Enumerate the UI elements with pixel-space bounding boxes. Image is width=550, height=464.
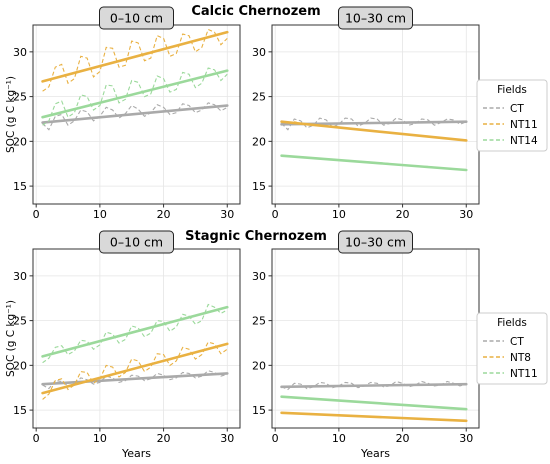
y-tick-label: 30: [13, 270, 27, 283]
legend-box: [476, 79, 548, 152]
x-tick-label: 20: [396, 432, 410, 445]
y-tick-label: 30: [13, 46, 27, 59]
y-tick-label: 20: [13, 135, 27, 148]
x-tick-label: 30: [459, 208, 473, 221]
x-tick-label: 10: [93, 432, 107, 445]
y-tick-label: 20: [252, 135, 266, 148]
panel-label: 0–10 cm: [110, 235, 163, 250]
x-tick-label: 10: [93, 208, 107, 221]
x-axis-label: Years: [360, 447, 390, 460]
series-trend-nt14: [280, 154, 468, 172]
series-trend-ct: [41, 104, 229, 124]
series-trend-ct: [280, 382, 468, 389]
row-title: Stagnic Chernozem: [185, 229, 327, 244]
panel-label-box: [338, 6, 413, 30]
series-trend-nt14: [41, 69, 229, 119]
series-line-ct-data: [281, 117, 467, 131]
y-tick-label: 25: [13, 315, 27, 328]
legend-entry: CT: [510, 336, 524, 348]
x-tick-label: 30: [459, 432, 473, 445]
chart-panel-1: 0 10 20 30 15 20 25 30 0–10 cm SOC (g C kg⁻¹): [5, 6, 241, 221]
y-tick-label: 25: [252, 91, 266, 104]
series-trend-nt11: [280, 120, 468, 142]
x-tick-label: 30: [220, 432, 234, 445]
legend-entry: NT11: [510, 119, 538, 131]
chart-panel-2: 0 10 20 30 15 20 25 30 10–30 cm: [252, 6, 480, 221]
legend-entry: CT: [510, 103, 524, 115]
y-axis-label: SOC (g C kg⁻¹): [5, 300, 17, 377]
x-tick-label: 10: [332, 208, 346, 221]
panel-label: 0–10 cm: [110, 11, 163, 26]
legend-title: Fields: [497, 317, 527, 329]
panel-label-box: [99, 6, 174, 30]
series-line-nt11-data: [42, 303, 228, 364]
x-tick-label: 10: [332, 432, 346, 445]
x-tick-label: 0: [272, 432, 279, 445]
x-tick-label: 20: [157, 208, 171, 221]
y-tick-label: 15: [13, 180, 27, 193]
series-trend-nt8: [280, 411, 468, 423]
series-trend-ct: [41, 372, 229, 386]
x-tick-label: 0: [33, 208, 40, 221]
x-axis-label: Years: [121, 447, 151, 460]
series-trend-nt11: [41, 305, 229, 358]
chart-panel-3: 0 10 20 30 15 20 25 30 0–10 cm SOC (g C kg⁻¹) Year…: [5, 230, 241, 460]
series-trend-nt11: [280, 395, 468, 411]
series-line-ct-data: [42, 102, 228, 131]
legend-box: [476, 312, 548, 385]
x-tick-label: 0: [33, 432, 40, 445]
row-title: Calcic Chernozem: [191, 4, 320, 19]
y-axis-label: SOC (g C kg⁻¹): [5, 76, 17, 153]
y-tick-label: 30: [252, 46, 266, 59]
x-tick-label: 30: [220, 208, 234, 221]
y-tick-label: 20: [252, 359, 266, 372]
panel-label-box: [99, 230, 174, 254]
chart-panel-4: 0 10 20 30 15 20 25 30 10–30 cm Years: [252, 230, 480, 460]
panel-label: 10–30 cm: [345, 235, 406, 250]
y-tick-label: 30: [252, 270, 266, 283]
panel-label-box: [338, 230, 413, 254]
legend-entry: NT8: [510, 352, 531, 364]
y-tick-label: 15: [252, 404, 266, 417]
legend-title: Fields: [497, 84, 527, 96]
series-line-nt14-data: [42, 67, 228, 126]
y-tick-label: 15: [252, 180, 266, 193]
y-tick-label: 15: [13, 404, 27, 417]
series-line-nt11-data: [42, 28, 228, 92]
legend-entry: NT14: [510, 135, 538, 147]
x-tick-label: 20: [396, 208, 410, 221]
series-trend-nt8: [41, 342, 229, 395]
legend: Fields CT NT8 NT11: [476, 312, 548, 385]
x-tick-label: 0: [272, 208, 279, 221]
legend: Fields CT NT11 NT14: [476, 79, 548, 152]
x-tick-label: 20: [157, 432, 171, 445]
panel-label: 10–30 cm: [345, 11, 406, 26]
legend-entry: NT11: [510, 368, 538, 380]
y-tick-label: 25: [13, 91, 27, 104]
series-trend-nt11: [41, 30, 229, 83]
y-tick-label: 25: [252, 315, 266, 328]
y-tick-label: 20: [13, 359, 27, 372]
